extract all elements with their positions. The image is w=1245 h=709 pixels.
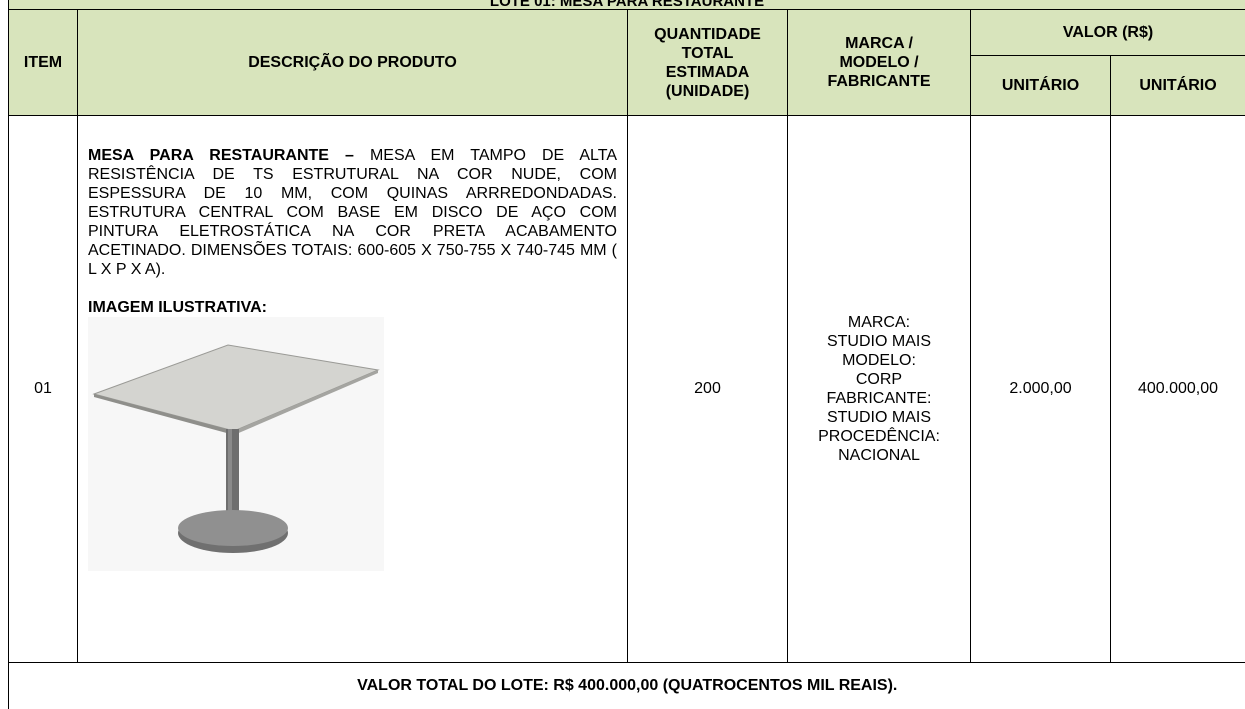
text-line: (UNIDADE) (628, 82, 787, 101)
lot-title: LOTE 01: MESA PARA RESTAURANTE (9, 0, 1245, 10)
lot-table: LOTE 01: MESA PARA RESTAURANTE ITEM DESC… (8, 0, 1245, 709)
text-line: FABRICANTE: (788, 389, 970, 408)
text-line: TOTAL (628, 44, 787, 63)
text-line: MARCA / (788, 34, 970, 53)
header-item: ITEM (9, 10, 78, 116)
quantity-cell: 200 (628, 116, 788, 663)
lot-total: VALOR TOTAL DO LOTE: R$ 400.000,00 (QUAT… (9, 663, 1245, 709)
description-cell: MESA PARA RESTAURANTE – MESA EM TAMPO DE… (78, 116, 628, 663)
image-label: IMAGEM ILUSTRATIVA: (88, 298, 617, 317)
total-value-cell: 400.000,00 (1111, 116, 1245, 663)
header-brand: MARCA /MODELO /FABRICANTE (788, 10, 971, 116)
text-line: CORP (788, 370, 970, 389)
description: MESA PARA RESTAURANTE – MESA EM TAMPO DE… (88, 146, 617, 279)
header-description: DESCRIÇÃO DO PRODUTO (78, 10, 628, 116)
text-line: MODELO / (788, 53, 970, 72)
text-line: QUANTIDADE (628, 25, 787, 44)
text-line: STUDIO MAIS (788, 408, 970, 427)
header-unit-value: UNITÁRIO (971, 56, 1111, 116)
text-line: FABRICANTE (788, 72, 970, 91)
text-line: NACIONAL (788, 446, 970, 465)
item-cell: 01 (9, 116, 78, 663)
description-text: MESA EM TAMPO DE ALTA RESISTÊNCIA DE TS … (88, 147, 617, 278)
unit-value-cell: 2.000,00 (971, 116, 1111, 663)
product-image (88, 317, 384, 571)
text-line: PROCEDÊNCIA: (788, 427, 970, 446)
header-total-value: UNITÁRIO (1111, 56, 1245, 116)
header-value: VALOR (R$) (971, 10, 1245, 56)
text-line: ESTIMADA (628, 63, 787, 82)
text-line: MODELO: (788, 351, 970, 370)
text-line: MARCA: (788, 313, 970, 332)
description-label: MESA PARA RESTAURANTE – (88, 147, 354, 164)
text-line: STUDIO MAIS (788, 332, 970, 351)
